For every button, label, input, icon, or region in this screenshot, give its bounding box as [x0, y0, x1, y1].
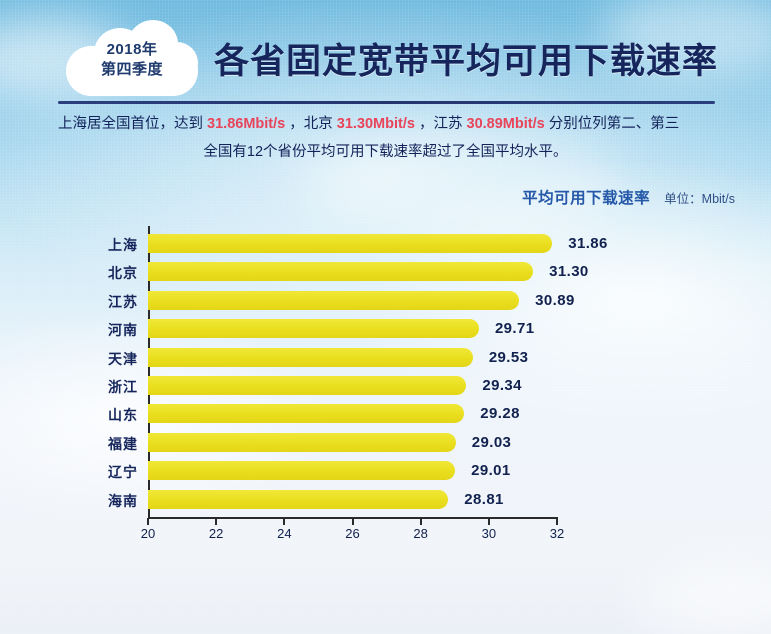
title-divider — [58, 101, 715, 104]
x-tick-mark — [556, 518, 558, 525]
bar-value-label: 31.86 — [568, 235, 608, 252]
legend-unit-label: 单位：Mbit/s — [664, 192, 735, 206]
category-label: 浙江 — [108, 379, 138, 395]
desc-text-4: 分别位列第二、第三 — [548, 116, 680, 132]
bar-row: 福建 29.03 — [0, 432, 771, 452]
category-label: 上海 — [108, 237, 138, 253]
bar — [148, 262, 534, 282]
x-tick-mark — [147, 518, 149, 525]
legend-series-label: 平均可用下载速率 — [522, 190, 651, 207]
quarter-badge-text: 2018年 第四季度 — [62, 40, 202, 80]
x-tick-mark — [419, 518, 422, 525]
bar-row: 北京 31.30 — [0, 262, 771, 282]
bar — [148, 347, 473, 367]
cloud-base — [66, 46, 198, 96]
desc-text-2: ，北京 — [289, 116, 333, 132]
category-label: 辽宁 — [108, 464, 138, 481]
bar — [148, 461, 456, 481]
bar — [148, 319, 479, 339]
desc-highlight-jiangsu: 30.89Mbit/s — [466, 116, 545, 132]
bar-value-label: 29.03 — [471, 433, 512, 451]
category-label: 北京 — [108, 265, 138, 282]
badge-quarter: 第四季度 — [100, 60, 163, 78]
bar — [148, 234, 553, 253]
x-tick-label: 24 — [277, 526, 292, 541]
x-tick-mark — [351, 518, 354, 525]
bar-row: 山东 29.28 — [0, 404, 771, 424]
bar-row: 浙江 29.34 — [0, 376, 771, 395]
desc-text-3: ，江苏 — [418, 116, 463, 132]
bar — [148, 404, 465, 424]
bar-value-label: 31.30 — [549, 263, 589, 281]
bar-row: 辽宁 29.01 — [0, 461, 771, 481]
x-tick-label: 20 — [140, 526, 156, 541]
y-axis-line — [148, 226, 150, 518]
bar-value-label: 30.89 — [535, 291, 575, 309]
x-tick-label: 28 — [413, 526, 428, 541]
bar-value-label: 29.34 — [482, 377, 522, 394]
bar — [148, 376, 467, 395]
bar-value-label: 29.28 — [480, 405, 520, 423]
bar-value-label: 29.01 — [471, 462, 511, 480]
bar — [148, 290, 520, 310]
chart-legend: 平均可用下载速率 单位：Mbit/s — [522, 186, 735, 208]
description-line-2: 全国有12个省份平均可用下载速率超过了全国平均水平。 — [203, 144, 568, 160]
x-tick-label: 22 — [208, 526, 224, 541]
desc-text-1: 上海居全国首位，达到 — [58, 116, 203, 132]
category-label: 天津 — [108, 350, 138, 367]
x-tick-mark — [215, 518, 218, 525]
bar-row: 河南 29.71 — [0, 319, 771, 339]
quarter-badge: 2018年 第四季度 — [62, 16, 202, 98]
bar-row: 江苏 30.89 — [0, 290, 771, 310]
bar-row: 天津 29.53 — [0, 347, 771, 367]
desc-highlight-shanghai: 31.86Mbit/s — [207, 116, 286, 132]
x-tick-label: 32 — [549, 526, 565, 541]
page-title: 各省固定宽带平均可用下载速率 — [214, 42, 719, 81]
x-tick-mark — [283, 518, 286, 525]
badge-year: 2018年 — [106, 41, 158, 58]
category-label: 江苏 — [108, 293, 138, 310]
bar — [148, 432, 456, 452]
category-label: 河南 — [108, 322, 138, 339]
bar — [148, 489, 449, 509]
bar-row: 海南 28.81 — [0, 489, 771, 509]
description-line-1: 上海居全国首位，达到 31.86Mbit/s ，北京 31.30Mbit/s ，… — [58, 112, 679, 133]
bar-value-label: 28.81 — [464, 490, 504, 508]
x-tick-label: 30 — [481, 526, 497, 541]
desc-highlight-beijing: 31.30Mbit/s — [336, 116, 415, 132]
bar-value-label: 29.71 — [494, 320, 535, 338]
bar-row: 上海 31.86 — [0, 234, 771, 253]
x-tick-label: 26 — [345, 526, 360, 541]
bar-value-label: 29.53 — [488, 348, 529, 366]
category-label: 海南 — [108, 492, 138, 509]
x-tick-mark — [487, 518, 490, 525]
category-label: 福建 — [108, 435, 138, 452]
category-label: 山东 — [108, 407, 138, 424]
